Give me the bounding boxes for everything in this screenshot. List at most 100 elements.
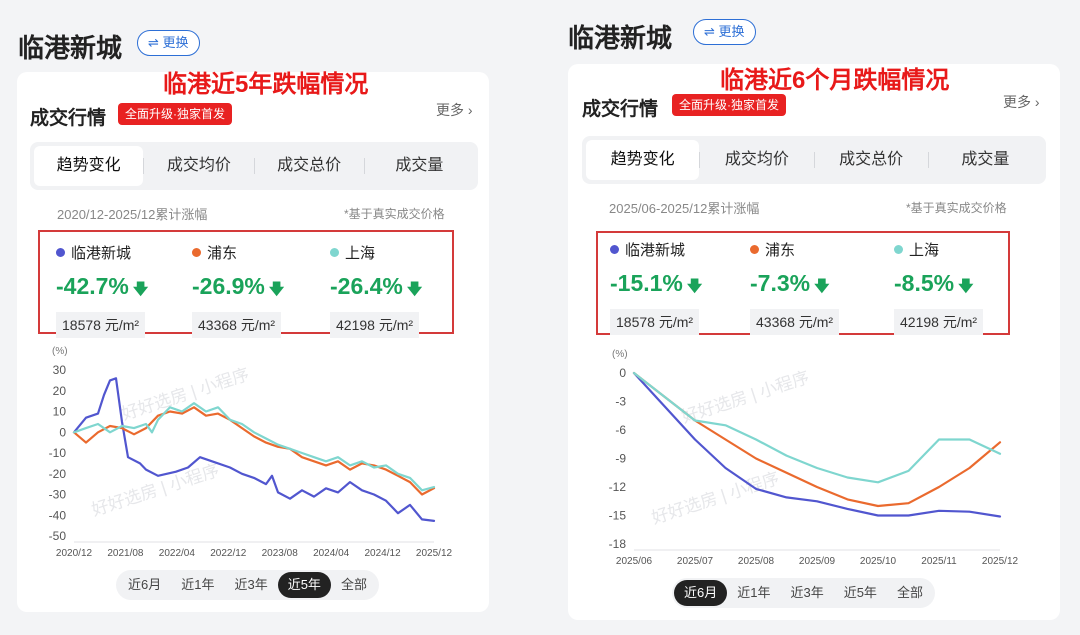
x-tick-label: 2025/06 <box>616 556 653 567</box>
watermark: 好好选房 | 小程序 <box>119 365 251 424</box>
legend-dot <box>894 245 903 254</box>
swap-button[interactable]: ⇌ 更换 <box>693 19 756 45</box>
stats-box: 临港新城 -42.7% 🡇 18578 元/m² 浦东 -26.9% 🡇 43368… <box>38 230 454 338</box>
y-tick-label: -3 <box>615 395 626 409</box>
price-value: 18578 元/m² <box>56 312 146 338</box>
y-tick-label: -40 <box>49 508 67 522</box>
period-all[interactable]: 全部 <box>340 577 367 592</box>
annotation-heading: 临港近5年跌幅情况 <box>163 71 369 98</box>
tab-trend[interactable]: 趋势变化 <box>34 146 144 186</box>
stat-linggang: 临港新城 -15.1% 🡇 18578 元/m² <box>610 239 702 335</box>
x-tick-label: 2023/08 <box>262 548 299 559</box>
legend-dot <box>610 245 619 254</box>
stat-pudong: 浦东 -26.9% 🡇 43368 元/m² <box>192 242 284 338</box>
watermark: 好好选房 | 小程序 <box>649 469 781 528</box>
x-tick-label: 2025/12 <box>982 556 1019 567</box>
metric-tabs: 趋势变化 成交均价 成交总价 成交量 <box>30 142 478 190</box>
tab-volume[interactable]: 成交量 <box>395 157 444 174</box>
y-tick-label: -20 <box>49 467 67 481</box>
section-title: 成交行情 <box>30 108 107 129</box>
price-value: 42198 元/m² <box>894 309 984 335</box>
stat-shanghai: 上海 -8.5% 🡇 42198 元/m² <box>894 239 984 335</box>
tab-trend[interactable]: 趋势变化 <box>586 140 700 180</box>
period-1y[interactable]: 近1年 <box>181 577 215 592</box>
x-tick-label: 2021/08 <box>107 548 144 559</box>
y-tick-label: -9 <box>615 452 626 466</box>
tab-divider <box>363 158 365 174</box>
period-6m[interactable]: 近6月 <box>674 580 728 606</box>
page-title: 临港新城 <box>18 33 123 63</box>
change-value: -7.3% <box>750 270 811 296</box>
panel-right: 临港新城 ⇌ 更换 临港近6个月跌幅情况 成交行情 全面升级·独家首发 更多 ›… <box>548 0 1080 635</box>
period-5y[interactable]: 近5年 <box>277 572 331 598</box>
y-tick-label: -10 <box>49 446 67 460</box>
period-1y[interactable]: 近1年 <box>737 585 771 600</box>
down-arrow-icon: 🡇 <box>686 278 703 295</box>
tab-divider <box>143 158 145 174</box>
period-6m[interactable]: 近6月 <box>128 577 162 592</box>
period-selector: 近6月 近1年 近3年 近5年 全部 <box>116 570 379 600</box>
y-tick-label: -50 <box>49 529 67 543</box>
period-3y[interactable]: 近3年 <box>234 577 268 592</box>
tab-avg-price[interactable]: 成交均价 <box>724 151 789 168</box>
section-title: 成交行情 <box>582 99 659 120</box>
period-all[interactable]: 全部 <box>896 585 923 600</box>
y-tick-label: -18 <box>609 537 627 551</box>
x-tick-label: 2025/07 <box>677 556 714 567</box>
down-arrow-icon: 🡇 <box>268 281 285 298</box>
legend-dot <box>192 248 201 257</box>
x-tick-label: 2024/04 <box>313 548 350 559</box>
price-note: *基于真实成交价格 <box>344 207 445 221</box>
legend-name: 浦东 <box>765 242 796 259</box>
x-tick-label: 2022/04 <box>159 548 196 559</box>
legend-name: 上海 <box>909 242 940 259</box>
y-tick-label: 30 <box>53 363 67 377</box>
y-tick-label: -12 <box>609 480 627 494</box>
tab-avg-price[interactable]: 成交均价 <box>166 157 231 174</box>
legend-dot <box>330 248 339 257</box>
legend-name: 浦东 <box>207 245 238 262</box>
range-label: 2020/12-2025/12累计涨幅 <box>57 207 208 222</box>
legend-dot <box>56 248 65 257</box>
y-axis-unit: (%) <box>612 349 628 360</box>
panel-left: 临港新城 ⇌ 更换 临港近5年跌幅情况 成交行情 全面升级·独家首发 更多 › … <box>0 0 520 635</box>
tab-divider <box>927 152 929 168</box>
status-badge: 全面升级·独家首发 <box>118 103 232 125</box>
period-3y[interactable]: 近3年 <box>790 585 824 600</box>
price-value: 43368 元/m² <box>750 309 840 335</box>
x-tick-label: 2020/12 <box>56 548 93 559</box>
change-value: -15.1% <box>610 270 683 296</box>
period-5y[interactable]: 近5年 <box>843 585 877 600</box>
down-arrow-icon: 🡇 <box>406 281 423 298</box>
y-tick-label: 0 <box>619 366 626 380</box>
series-line <box>632 371 1002 484</box>
price-value: 43368 元/m² <box>192 312 282 338</box>
legend-name: 临港新城 <box>625 242 686 259</box>
y-axis-unit: (%) <box>52 346 68 357</box>
y-tick-label: 20 <box>53 384 67 398</box>
tab-divider <box>813 152 815 168</box>
watermark: 好好选房 | 小程序 <box>89 461 221 520</box>
more-link[interactable]: 更多 › <box>436 102 473 118</box>
series-line <box>72 406 436 496</box>
y-tick-label: 10 <box>53 405 67 419</box>
stat-shanghai: 上海 -26.4% 🡇 42198 元/m² <box>330 242 422 338</box>
swap-button[interactable]: ⇌ 更换 <box>137 30 200 56</box>
y-tick-label: 0 <box>59 425 66 439</box>
y-tick-label: -6 <box>615 423 626 437</box>
page-title: 临港新城 <box>568 23 673 53</box>
tab-total-price[interactable]: 成交总价 <box>277 157 342 174</box>
change-value: -42.7% <box>56 273 129 299</box>
tab-volume[interactable]: 成交量 <box>961 151 1010 168</box>
y-tick-label: -15 <box>609 509 627 523</box>
status-badge: 全面升级·独家首发 <box>672 94 786 116</box>
stats-box: 临港新城 -15.1% 🡇 18578 元/m² 浦东 -7.3% 🡇 43368 … <box>596 231 1010 335</box>
tab-total-price[interactable]: 成交总价 <box>839 151 904 168</box>
watermark: 好好选房 | 小程序 <box>679 368 811 427</box>
y-tick-label: -30 <box>49 488 67 502</box>
legend-dot <box>750 245 759 254</box>
x-tick-label: 2022/12 <box>210 548 247 559</box>
more-link[interactable]: 更多 › <box>1003 94 1040 110</box>
series-line <box>632 371 1002 518</box>
